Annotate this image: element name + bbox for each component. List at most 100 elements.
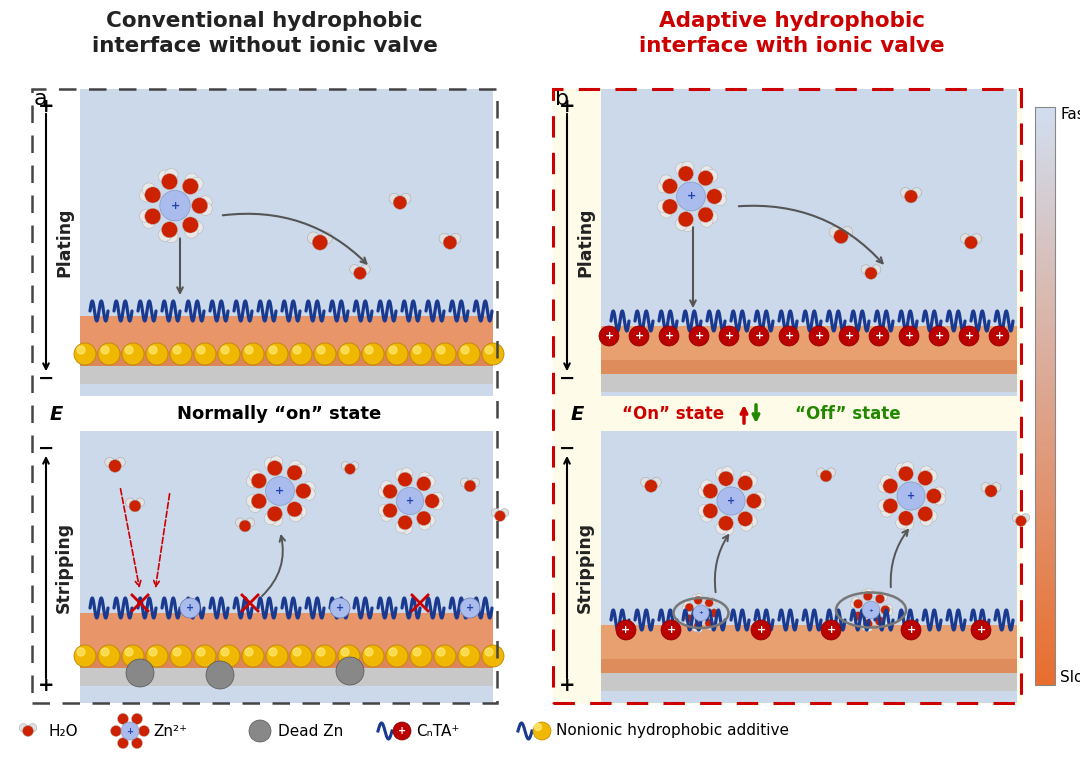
Circle shape [267, 506, 283, 521]
Circle shape [885, 604, 892, 612]
Circle shape [485, 648, 492, 656]
Bar [1035, 248, 1055, 251]
Bar [1035, 621, 1055, 624]
Circle shape [901, 187, 910, 198]
Bar [1035, 211, 1055, 214]
Bar [1035, 335, 1055, 338]
Circle shape [981, 482, 990, 492]
Bar [1035, 439, 1055, 442]
Circle shape [685, 614, 693, 623]
Circle shape [971, 620, 991, 640]
Circle shape [266, 476, 295, 505]
Circle shape [145, 187, 161, 203]
Bar [1035, 430, 1055, 434]
Bar [1035, 508, 1055, 511]
Circle shape [341, 462, 350, 470]
Circle shape [159, 170, 172, 183]
Circle shape [816, 468, 825, 477]
Circle shape [321, 232, 333, 244]
Bar [1035, 329, 1055, 333]
Circle shape [640, 477, 650, 487]
Circle shape [185, 174, 199, 186]
Bar [1035, 341, 1055, 344]
Circle shape [645, 479, 658, 492]
Circle shape [863, 619, 873, 629]
Bar [1035, 170, 1055, 174]
Bar [1035, 142, 1055, 145]
Circle shape [199, 196, 212, 209]
Text: +: + [754, 331, 764, 341]
Circle shape [862, 601, 880, 619]
Text: Plating: Plating [55, 208, 73, 277]
Bar [1035, 291, 1055, 295]
Circle shape [401, 522, 413, 534]
Bar [1035, 584, 1055, 587]
Circle shape [197, 648, 205, 656]
Text: +: + [186, 603, 194, 613]
Bar [1035, 603, 1055, 607]
Circle shape [431, 498, 443, 510]
Circle shape [703, 483, 718, 498]
Bar [1035, 673, 1055, 677]
Circle shape [880, 605, 890, 615]
Circle shape [118, 713, 129, 724]
Bar [1035, 627, 1055, 630]
Circle shape [160, 190, 190, 221]
Bar [1035, 375, 1055, 379]
Bar [1035, 274, 1055, 278]
Circle shape [122, 645, 144, 667]
Bar [1035, 488, 1055, 492]
Circle shape [834, 229, 848, 244]
Text: +: + [397, 726, 406, 736]
Text: Normally “on” state: Normally “on” state [177, 405, 381, 423]
Bar [1035, 205, 1055, 209]
Circle shape [143, 183, 156, 196]
Circle shape [880, 505, 893, 517]
Bar [1035, 575, 1055, 578]
Circle shape [500, 508, 509, 517]
Bar [1035, 468, 1055, 471]
Circle shape [902, 462, 914, 474]
Bar [1035, 127, 1055, 130]
Bar [1035, 158, 1055, 162]
Bar [1035, 433, 1055, 437]
Circle shape [651, 477, 661, 487]
Circle shape [419, 518, 431, 530]
Bar [1035, 670, 1055, 673]
Circle shape [693, 605, 708, 621]
Circle shape [437, 648, 445, 656]
Circle shape [700, 215, 713, 228]
Circle shape [920, 466, 932, 478]
Bar [1035, 121, 1055, 124]
Circle shape [698, 505, 711, 517]
Circle shape [685, 603, 693, 612]
Circle shape [629, 326, 649, 346]
Bar [1035, 300, 1055, 304]
Circle shape [863, 591, 873, 600]
Circle shape [183, 217, 199, 233]
Circle shape [294, 505, 307, 518]
Circle shape [269, 346, 276, 354]
Text: +: + [725, 331, 733, 341]
Bar [1035, 312, 1055, 315]
Bar [1035, 615, 1055, 619]
Circle shape [895, 517, 908, 529]
Circle shape [885, 608, 892, 616]
Bar [1035, 254, 1055, 257]
Text: +: + [558, 97, 576, 116]
Bar [1035, 572, 1055, 575]
Bar [80, 89, 492, 396]
Text: +: + [126, 727, 134, 735]
Bar [1035, 387, 1055, 390]
Circle shape [991, 482, 1001, 492]
Bar [600, 431, 1017, 703]
Bar [1035, 540, 1055, 543]
Circle shape [701, 510, 713, 522]
Circle shape [302, 482, 315, 495]
Circle shape [675, 218, 688, 231]
Circle shape [660, 205, 673, 218]
Circle shape [138, 725, 149, 737]
Text: −: − [38, 369, 54, 388]
Bar [1035, 213, 1055, 217]
Circle shape [841, 227, 853, 237]
